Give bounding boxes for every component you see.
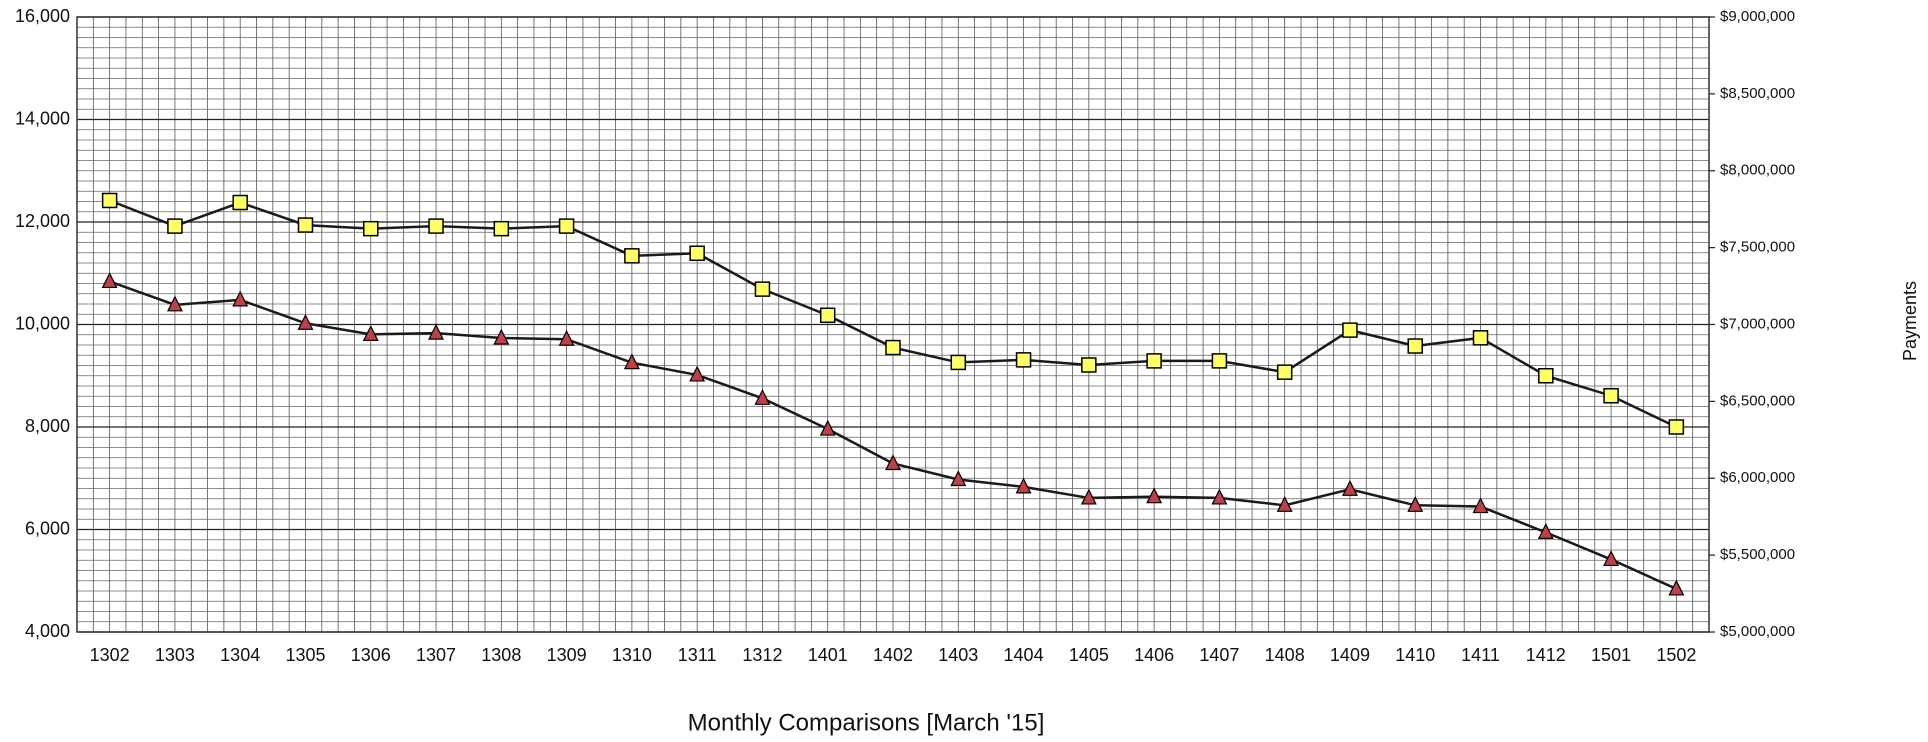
x-tick-label: 1410	[1395, 645, 1435, 665]
point	[101, 192, 118, 209]
x-tick-label: 1304	[220, 645, 260, 665]
point	[885, 339, 901, 356]
point	[819, 419, 836, 436]
y-tick-label: 6,000	[25, 518, 70, 538]
y-tick-label: 16,000	[15, 6, 70, 26]
point	[1211, 488, 1228, 505]
x-tick-label: 1404	[1004, 645, 1044, 665]
point	[1407, 338, 1423, 354]
x-tick-label: 1407	[1199, 645, 1239, 665]
y2-tick-label: $5,500,000	[1720, 546, 1795, 563]
point	[1276, 495, 1293, 512]
x-tick-label: 1402	[873, 645, 913, 665]
x-tick-label: 1312	[742, 645, 782, 665]
x-tick-label: 1309	[547, 645, 587, 665]
y2-tick-label: $7,500,000	[1720, 239, 1795, 256]
point	[428, 218, 444, 234]
x-tick-label: 1306	[351, 645, 391, 665]
point	[166, 295, 183, 312]
point	[819, 307, 836, 324]
point	[101, 272, 118, 289]
y2-tick-label: $8,000,000	[1720, 162, 1795, 179]
y-tick-label: 10,000	[15, 313, 70, 333]
x-tick-label: 1308	[481, 645, 521, 665]
point	[167, 218, 183, 234]
y2-tick-label: $8,500,000	[1720, 85, 1795, 102]
point	[558, 329, 575, 346]
point	[950, 470, 967, 487]
point	[1538, 368, 1554, 384]
y2-tick-label: $9,000,000	[1720, 8, 1795, 25]
point	[1211, 353, 1228, 369]
x-tick-label: 1302	[90, 645, 130, 665]
point	[1080, 488, 1097, 505]
point	[1015, 477, 1032, 494]
point	[232, 194, 248, 211]
x-tick-label: 1310	[612, 645, 652, 665]
point	[1081, 357, 1097, 373]
point	[558, 218, 575, 234]
point	[950, 354, 967, 371]
point	[689, 365, 706, 382]
y2-tick-label: $6,500,000	[1720, 392, 1795, 409]
point	[297, 217, 314, 233]
point	[1472, 497, 1489, 514]
point	[1603, 387, 1619, 404]
point	[362, 324, 379, 341]
x-tick-label: 1501	[1591, 645, 1631, 665]
y-tick-label: 4,000	[25, 621, 70, 641]
point	[1015, 352, 1032, 368]
point	[689, 245, 705, 262]
point	[297, 313, 314, 330]
x-tick-label: 1412	[1526, 645, 1566, 665]
point	[363, 220, 379, 237]
x-tick-label: 1409	[1330, 645, 1370, 665]
x-tick-label: 1406	[1134, 645, 1174, 665]
point	[624, 248, 640, 264]
point	[428, 323, 445, 340]
point	[1603, 550, 1620, 567]
point	[493, 328, 510, 345]
y-tick-label: 12,000	[15, 211, 70, 231]
point	[1537, 523, 1554, 539]
x-tick-label: 1307	[416, 645, 456, 665]
x-axis-title: Monthly Comparisons [March '15]	[688, 709, 1045, 736]
point	[232, 290, 249, 307]
y2-tick-label: $6,000,000	[1720, 469, 1795, 486]
x-tick-label: 1305	[285, 645, 325, 665]
x-tick-label: 1403	[938, 645, 978, 665]
point	[1341, 479, 1358, 496]
point	[493, 220, 510, 237]
point	[754, 281, 771, 297]
y2-tick-label: $7,000,000	[1720, 315, 1795, 332]
point	[1668, 579, 1685, 596]
y2-tick-label: $5,000,000	[1720, 623, 1795, 640]
point	[1276, 364, 1293, 380]
point	[1668, 419, 1685, 435]
x-tick-label: 1401	[808, 645, 848, 665]
point	[1472, 330, 1489, 346]
point	[1146, 353, 1162, 369]
y-tick-label: 14,000	[15, 108, 70, 128]
x-tick-label: 1408	[1265, 645, 1305, 665]
x-tick-label: 1411	[1461, 645, 1500, 665]
x-tick-label: 1405	[1069, 645, 1109, 665]
point	[1407, 495, 1424, 512]
point	[885, 454, 901, 471]
point	[623, 353, 640, 370]
x-tick-label: 1311	[678, 645, 717, 665]
point	[1146, 487, 1163, 504]
y-tick-label: 8,000	[25, 416, 70, 436]
y2-axis-title: Payments	[1900, 281, 1920, 361]
x-tick-label: 1303	[155, 645, 195, 665]
point	[754, 388, 771, 405]
x-tick-label: 1502	[1656, 645, 1696, 665]
point	[1342, 322, 1358, 338]
